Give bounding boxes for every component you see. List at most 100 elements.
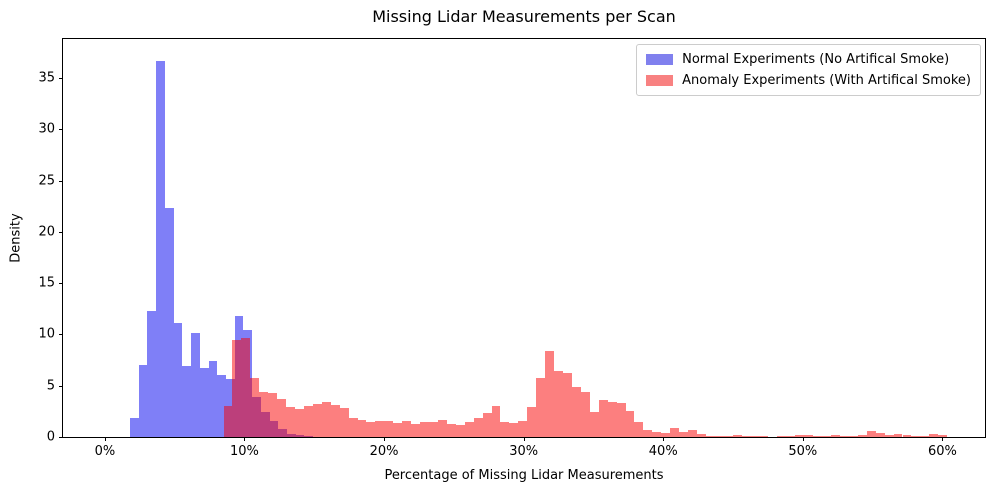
histogram-bar-anomaly: [813, 436, 823, 437]
x-tick-mark: [104, 437, 106, 441]
histogram-bar-anomaly: [643, 429, 653, 437]
histogram-bar-anomaly: [420, 421, 429, 437]
histogram-bar-anomaly: [822, 435, 832, 437]
histogram-bar-anomaly: [723, 435, 733, 437]
histogram-bar-anomaly: [732, 435, 742, 437]
y-tick-mark: [59, 334, 63, 336]
histogram-bar-normal: [156, 60, 165, 437]
y-tick-label: 25: [38, 173, 55, 189]
histogram-bar-anomaly: [759, 436, 769, 437]
chart-title: Missing Lidar Measurements per Scan: [372, 7, 676, 26]
histogram-bar-anomaly: [652, 431, 662, 437]
legend: Normal Experiments (No Artifical Smoke) …: [636, 44, 981, 96]
y-tick-mark: [59, 385, 63, 387]
y-axis-label: Density: [8, 213, 24, 263]
histogram-bar-anomaly: [500, 421, 510, 437]
histogram-bar-anomaly: [491, 406, 501, 437]
histogram-bar-anomaly: [402, 420, 412, 437]
histogram-bar-anomaly: [705, 435, 715, 437]
x-tick-label: 10%: [230, 444, 259, 459]
histogram-bar-anomaly: [831, 435, 840, 437]
histogram-bar-anomaly: [545, 350, 555, 437]
histogram-bar-anomaly: [679, 431, 689, 437]
y-tick-mark: [59, 283, 63, 285]
x-tick-label: 0%: [94, 444, 116, 459]
histogram-bar-anomaly: [929, 433, 939, 437]
histogram-bar-normal: [217, 375, 226, 437]
y-tick-mark: [59, 77, 63, 79]
histogram-bar-anomaly: [250, 377, 260, 437]
histogram-bar-anomaly: [670, 427, 680, 437]
histogram-bar-anomaly: [571, 386, 581, 437]
histogram-bar-anomaly: [714, 436, 724, 437]
legend-swatch-normal: [646, 54, 674, 65]
y-tick-label: 15: [38, 275, 55, 291]
histogram-bar-anomaly: [268, 392, 278, 437]
histogram-bar-anomaly: [330, 405, 340, 437]
x-tick-mark: [942, 437, 944, 441]
histogram-bar-anomaly: [911, 435, 921, 437]
y-tick-mark: [59, 437, 63, 438]
histogram-bar-anomaly: [339, 408, 349, 437]
histogram-bar-normal: [173, 323, 183, 437]
legend-swatch-anomaly: [646, 75, 674, 86]
y-tick-label: 30: [38, 121, 55, 137]
histogram-bar-anomaly: [839, 435, 849, 437]
histogram-bar-anomaly: [411, 423, 421, 437]
histogram-bar-anomaly: [446, 423, 456, 437]
histogram-bar-anomaly: [795, 435, 805, 437]
x-axis-label: Percentage of Missing Lidar Measurements: [384, 468, 664, 483]
histogram-bar-anomaly: [375, 420, 385, 437]
x-tick-label: 40%: [648, 444, 678, 459]
histogram-bar-anomaly: [348, 417, 358, 437]
y-tick-mark: [59, 231, 63, 233]
histogram-bar-anomaly: [848, 435, 858, 437]
histogram-bar-anomaly: [286, 407, 295, 437]
histogram-bar-anomaly: [875, 433, 885, 437]
histogram-bar-normal: [199, 368, 209, 437]
plot-area: Normal Experiments (No Artifical Smoke) …: [38, 38, 986, 459]
histogram-bar-anomaly: [259, 391, 269, 437]
histogram-bar-anomaly: [393, 422, 403, 437]
legend-label-normal: Normal Experiments (No Artifical Smoke): [682, 52, 950, 67]
histogram-bar-anomaly: [554, 371, 563, 437]
histogram-bar-anomaly: [688, 429, 697, 437]
legend-item-normal: Normal Experiments (No Artifical Smoke): [646, 52, 971, 67]
histogram-bar-anomaly: [786, 435, 796, 437]
x-tick-mark: [663, 437, 665, 441]
histogram-bar-anomaly: [473, 417, 483, 437]
histogram-bar-anomaly: [857, 435, 867, 437]
histogram-bar-anomaly: [312, 404, 322, 437]
x-tick-mark: [523, 437, 525, 441]
histogram-bar-anomaly: [303, 406, 313, 437]
y-tick-label: 0: [46, 429, 55, 445]
histogram-bar-anomaly: [437, 419, 447, 437]
histogram-bar-anomaly: [223, 406, 233, 437]
histogram-bar-anomaly: [920, 435, 930, 437]
histogram-bar-anomaly: [455, 424, 465, 437]
histogram-bar-anomaly: [697, 433, 706, 437]
histogram-bar-anomaly: [884, 434, 894, 437]
histogram-bar-anomaly: [464, 421, 474, 437]
histogram-bar-anomaly: [384, 420, 394, 437]
histogram-bar-anomaly: [518, 420, 528, 437]
y-tick-label: 5: [46, 378, 55, 394]
histogram-bar-anomaly: [277, 399, 287, 437]
y-tick-label: 20: [38, 224, 55, 240]
histogram-bar-anomaly: [598, 400, 608, 437]
histogram-bar-normal: [191, 333, 200, 437]
y-tick-label: 10: [38, 326, 55, 342]
histogram-bar-anomaly: [580, 391, 590, 437]
x-tick-mark: [244, 437, 246, 441]
x-tick-mark: [384, 437, 386, 441]
x-tick-label: 30%: [509, 444, 539, 459]
histogram-bar-normal: [182, 366, 192, 437]
histogram-bar-anomaly: [241, 337, 251, 437]
histogram-bar-anomaly: [536, 377, 546, 437]
histogram-bar-anomaly: [607, 402, 617, 437]
y-tick-mark: [59, 129, 63, 131]
histogram-bar-anomaly: [357, 419, 367, 437]
histogram-bar-anomaly: [563, 373, 572, 437]
legend-label-anomaly: Anomaly Experiments (With Artifical Smok…: [682, 73, 971, 88]
